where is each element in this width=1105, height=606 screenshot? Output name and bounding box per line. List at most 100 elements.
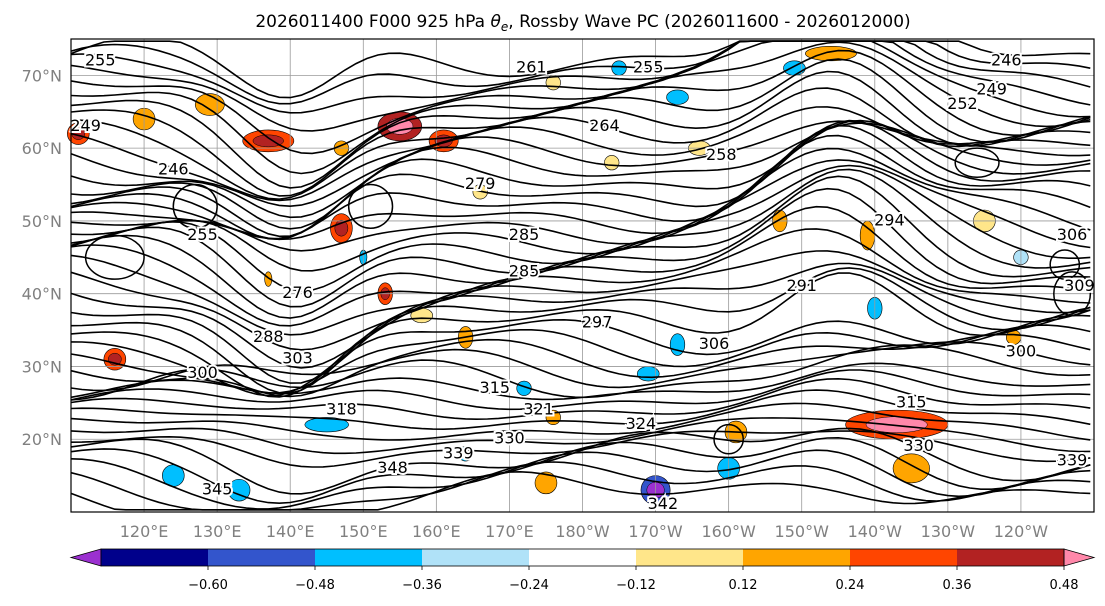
contour-line: [70, 119, 1091, 238]
contour-line: [70, 122, 1091, 230]
contour-line: [70, 369, 1091, 411]
contour-line: [70, 40, 1091, 105]
colorbar-swatch: [315, 549, 423, 566]
contour-line: [70, 70, 1091, 201]
contour-line: [70, 417, 1091, 455]
contour-label: 246: [991, 50, 1022, 69]
contour-label: 279: [465, 174, 496, 193]
colorbar-frame: [100, 548, 1065, 567]
colorbar-extend-max: [1063, 548, 1096, 567]
contour-label: 255: [187, 225, 218, 244]
contour-label: 330: [494, 429, 525, 448]
contour-label: 300: [1006, 341, 1037, 360]
longitude-labels: 120°E 130°E 140°E 150°E 160°E 170°E 180°W 170°W…: [120, 522, 1049, 541]
contour-label: 285: [509, 225, 540, 244]
lat-tick-label: 70°N: [22, 66, 62, 85]
lat-tick-label: 30°N: [22, 357, 62, 376]
map-frame: [70, 38, 1095, 513]
colorbar: −0.60 −0.48 −0.36 −0.24 −0.12 0.12 0.24 0.36 0.4…: [69, 548, 1096, 593]
contour-line: [70, 228, 1091, 351]
contour-label: 309: [1064, 276, 1095, 295]
contour-label: 249: [976, 79, 1007, 98]
colorbar-tick-label: −0.12: [616, 578, 656, 593]
contour-label: 252: [947, 94, 978, 113]
contour-loop: [172, 183, 218, 229]
contour-line: [70, 106, 1091, 208]
anomaly-patch: [611, 60, 627, 76]
contour-loop: [954, 147, 1000, 179]
contour-label: 339: [443, 443, 474, 462]
contour-label: 297: [582, 312, 613, 331]
theta-e-contours: [70, 40, 1092, 511]
contour-line: [70, 427, 1091, 495]
contour-label: 276: [282, 283, 313, 302]
contour-loop: [84, 234, 145, 280]
contour-line: [70, 205, 1091, 336]
contour-label: 303: [282, 349, 313, 368]
anomaly-patch: [304, 417, 349, 433]
contour-line: [70, 402, 1091, 441]
lon-tick-label: 120°E: [120, 522, 169, 541]
contour-line: [70, 250, 1091, 369]
colorbar-tick-label: 0.12: [729, 578, 758, 593]
contour-label: 339: [1057, 451, 1088, 470]
lon-tick-label: 160°E: [412, 522, 461, 541]
lon-tick-label: 180°W: [555, 522, 610, 541]
contour-label: 318: [326, 400, 357, 419]
contour-line: [70, 40, 1091, 114]
contour-line: [70, 267, 1091, 394]
colorbar-tick-label: 0.24: [836, 578, 865, 593]
contour-loop: [1049, 249, 1081, 280]
contour-line: [70, 389, 1091, 431]
anomaly-shading-layer: [67, 45, 1029, 506]
gridlines: [71, 39, 1094, 512]
anomaly-patch-core: [252, 134, 284, 148]
contour-label: 246: [158, 159, 189, 178]
lat-tick-label: 20°N: [22, 430, 62, 449]
anomaly-patch: [805, 45, 857, 62]
contour-loop: [1053, 271, 1092, 317]
contour-line: [70, 147, 1091, 252]
colorbar-swatch: [636, 549, 744, 566]
contour-label: 285: [509, 261, 540, 280]
colorbar-swatch: [850, 549, 958, 566]
contour-label: 342: [648, 494, 679, 513]
contour-line: [70, 40, 1091, 155]
contour-line: [70, 58, 1091, 197]
anomaly-patch: [604, 155, 620, 171]
contour-loop: [347, 183, 394, 229]
lon-tick-label: 160°W: [701, 522, 756, 541]
lon-tick-label: 140°E: [266, 522, 315, 541]
colorbar-swatch: [529, 549, 637, 566]
contour-label: 306: [699, 334, 730, 353]
anomaly-patch: [666, 89, 689, 105]
contour-line: [70, 314, 1091, 397]
contour-line: [70, 272, 1091, 398]
colorbar-tick-label: −0.60: [188, 578, 228, 593]
contour-label: 330: [903, 436, 934, 455]
colorbar-swatch: [422, 549, 530, 566]
contour-label: 345: [202, 480, 233, 499]
lon-tick-label: 150°E: [339, 522, 388, 541]
contour-label: 315: [480, 378, 511, 397]
colorbar-swatch: [101, 549, 209, 566]
colorbar-tick-label: −0.24: [509, 578, 549, 593]
colorbar-tick-label: 0.48: [1050, 578, 1079, 593]
anomaly-patch: [194, 93, 225, 116]
contour-line: [70, 436, 1091, 505]
lon-tick-label: 130°E: [193, 522, 242, 541]
contour-label: 321: [523, 400, 554, 419]
contour-label: 255: [633, 58, 664, 77]
contour-label: 264: [589, 116, 620, 135]
contour-label: 306: [1057, 225, 1088, 244]
contour-label: 294: [874, 210, 905, 229]
lat-tick-label: 40°N: [22, 285, 62, 304]
contour-line: [70, 262, 1091, 384]
colorbar-tick-label: 0.36: [943, 578, 972, 593]
contour-line: [70, 341, 1091, 392]
colorbar-tick-label: −0.48: [295, 578, 335, 593]
chart-title: 2026011400 F000 925 hPa θe, Rossby Wave …: [255, 12, 910, 34]
lon-tick-label: 120°W: [994, 522, 1049, 541]
